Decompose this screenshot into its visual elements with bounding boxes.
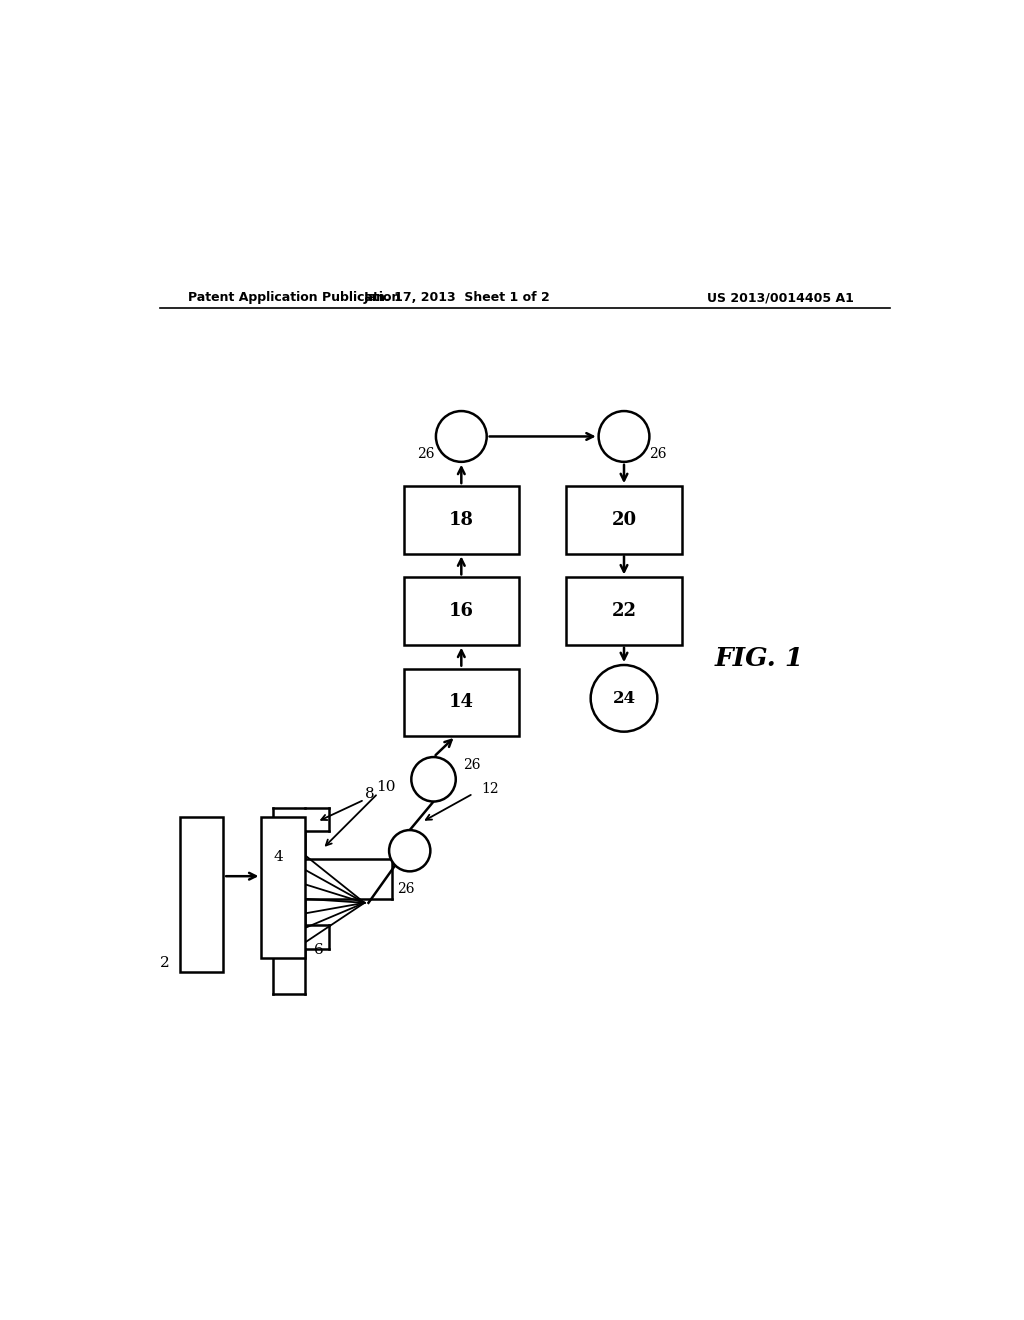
Text: 20: 20 [611,511,637,529]
Text: 22: 22 [611,602,637,620]
Bar [403,669,519,737]
Text: Patent Application Publication: Patent Application Publication [187,292,400,304]
Circle shape [412,758,456,801]
Text: 26: 26 [397,882,415,896]
Bar [403,486,519,553]
Text: US 2013/0014405 A1: US 2013/0014405 A1 [708,292,854,304]
Circle shape [436,411,486,462]
Text: 26: 26 [648,447,666,461]
Text: 24: 24 [612,690,636,706]
Circle shape [591,665,657,731]
Text: 14: 14 [449,693,474,711]
Text: Jan. 17, 2013  Sheet 1 of 2: Jan. 17, 2013 Sheet 1 of 2 [364,292,551,304]
Text: 12: 12 [481,781,499,796]
Text: 26: 26 [463,758,480,772]
Text: FIG. 1: FIG. 1 [715,647,804,671]
Text: 18: 18 [449,511,474,529]
Text: 6: 6 [314,944,325,957]
Bar [403,577,519,644]
Bar [261,817,305,958]
Bar [179,817,223,972]
Text: 16: 16 [449,602,474,620]
Bar [566,577,682,644]
Bar [566,486,682,553]
Text: 10: 10 [376,780,395,793]
Text: 26: 26 [417,447,434,461]
Text: 2: 2 [161,956,170,970]
Text: 4: 4 [273,850,283,863]
Text: 8: 8 [366,787,375,801]
Circle shape [389,830,430,871]
Circle shape [599,411,649,462]
